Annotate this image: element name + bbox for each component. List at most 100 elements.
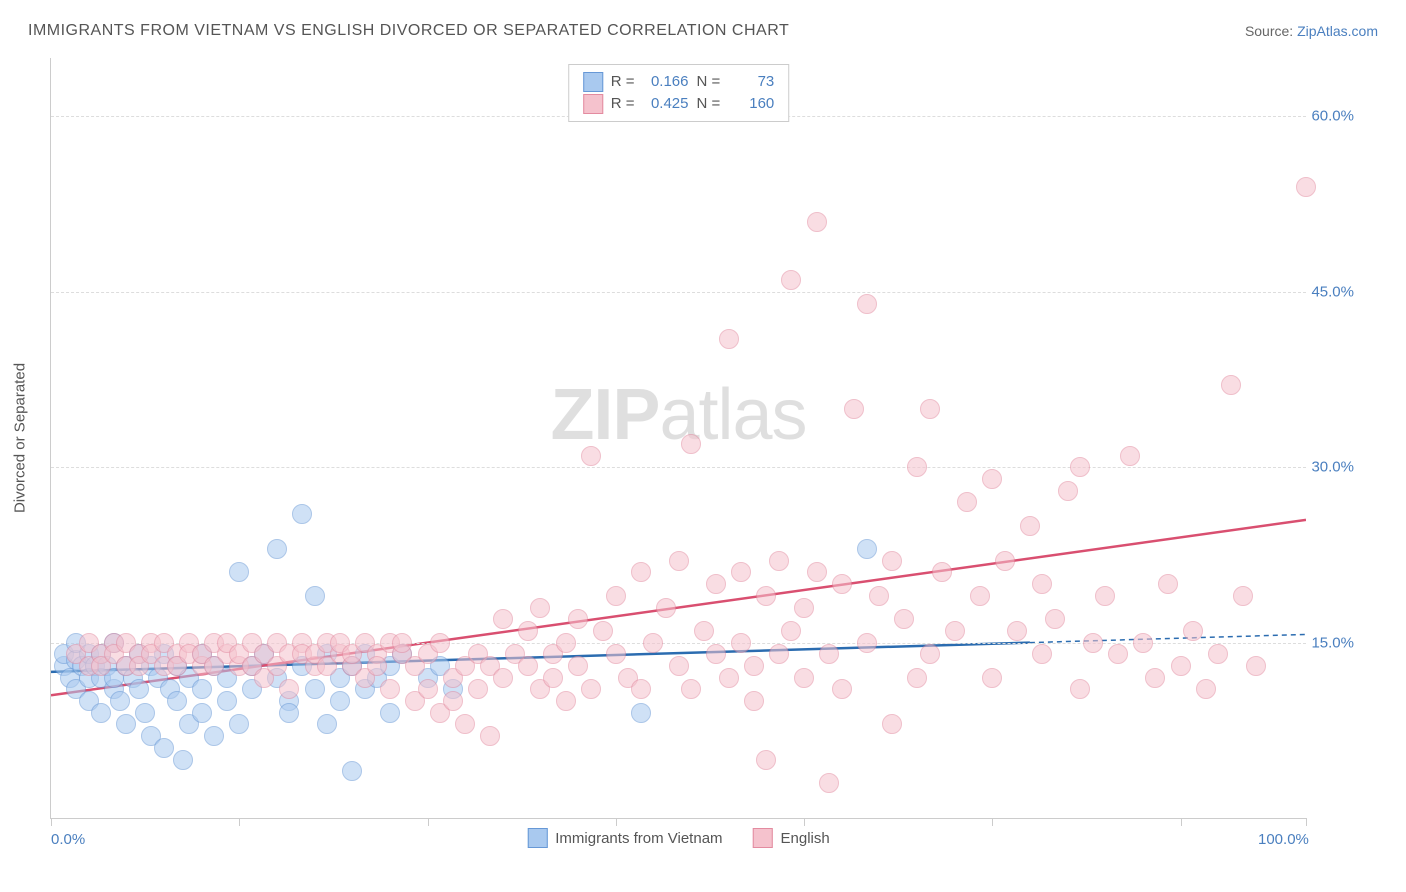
chart-title: IMMIGRANTS FROM VIETNAM VS ENGLISH DIVOR…	[28, 22, 789, 40]
data-point-english	[430, 633, 450, 653]
data-point-vietnam	[192, 679, 212, 699]
swatch-english	[583, 94, 603, 114]
x-tick-label: 0.0%	[51, 831, 85, 848]
y-tick-label: 30.0%	[1311, 459, 1354, 476]
data-point-english	[907, 668, 927, 688]
y-axis-label: Divorced or Separated	[12, 363, 29, 513]
data-point-english	[781, 270, 801, 290]
data-point-english	[493, 609, 513, 629]
stats-row-vietnam: R = 0.166 N = 73	[583, 71, 775, 93]
data-point-vietnam	[292, 504, 312, 524]
data-point-english	[857, 294, 877, 314]
data-point-english	[857, 633, 877, 653]
data-point-english	[1158, 574, 1178, 594]
data-point-english	[1058, 481, 1078, 501]
grid-line	[51, 292, 1306, 293]
data-point-vietnam	[330, 691, 350, 711]
y-tick-label: 15.0%	[1311, 634, 1354, 651]
data-point-english	[681, 434, 701, 454]
data-point-vietnam	[229, 714, 249, 734]
trend-lines	[51, 58, 1306, 818]
data-point-english	[1233, 586, 1253, 606]
y-tick-label: 60.0%	[1311, 108, 1354, 125]
data-point-english	[869, 586, 889, 606]
data-point-english	[367, 656, 387, 676]
data-point-english	[392, 633, 412, 653]
data-point-english	[794, 668, 814, 688]
stats-legend: R = 0.166 N = 73 R = 0.425 N = 160	[568, 64, 790, 122]
data-point-english	[593, 621, 613, 641]
data-point-english	[970, 586, 990, 606]
data-point-vietnam	[229, 562, 249, 582]
data-point-english	[1083, 633, 1103, 653]
x-tick-label: 100.0%	[1258, 831, 1309, 848]
data-point-english	[882, 714, 902, 734]
data-point-english	[1246, 656, 1266, 676]
x-tick	[992, 818, 993, 826]
data-point-english	[819, 773, 839, 793]
data-point-english	[681, 679, 701, 699]
data-point-vietnam	[154, 738, 174, 758]
data-point-english	[568, 609, 588, 629]
data-point-english	[920, 399, 940, 419]
x-tick	[804, 818, 805, 826]
grid-line	[51, 467, 1306, 468]
data-point-english	[756, 750, 776, 770]
data-point-english	[493, 668, 513, 688]
data-point-english	[807, 562, 827, 582]
data-point-english	[1120, 446, 1140, 466]
data-point-english	[945, 621, 965, 641]
data-point-english	[631, 679, 651, 699]
data-point-english	[279, 679, 299, 699]
legend-item-vietnam: Immigrants from Vietnam	[527, 828, 722, 848]
data-point-vietnam	[380, 703, 400, 723]
plot-area: ZIPatlas R = 0.166 N = 73 R = 0.425 N = …	[50, 58, 1306, 819]
source-credit: Source: ZipAtlas.com	[1245, 23, 1378, 39]
data-point-english	[706, 574, 726, 594]
x-tick	[239, 818, 240, 826]
data-point-english	[1183, 621, 1203, 641]
data-point-english	[1133, 633, 1153, 653]
data-point-english	[1145, 668, 1165, 688]
data-point-english	[819, 644, 839, 664]
data-point-english	[606, 644, 626, 664]
data-point-english	[1196, 679, 1216, 699]
data-point-english	[1095, 586, 1115, 606]
swatch-vietnam	[583, 72, 603, 92]
data-point-english	[794, 598, 814, 618]
data-point-english	[1108, 644, 1128, 664]
data-point-english	[581, 446, 601, 466]
data-point-vietnam	[217, 691, 237, 711]
data-point-vietnam	[342, 761, 362, 781]
data-point-english	[669, 656, 689, 676]
data-point-english	[744, 691, 764, 711]
data-point-english	[1221, 375, 1241, 395]
data-point-english	[581, 679, 601, 699]
data-point-english	[756, 586, 776, 606]
x-tick	[51, 818, 52, 826]
data-point-vietnam	[204, 726, 224, 746]
data-point-english	[744, 656, 764, 676]
chart-container: Divorced or Separated ZIPatlas R = 0.166…	[50, 58, 1354, 818]
data-point-vietnam	[167, 691, 187, 711]
data-point-english	[518, 621, 538, 641]
data-point-vietnam	[129, 679, 149, 699]
x-tick	[1181, 818, 1182, 826]
data-point-english	[1045, 609, 1065, 629]
data-point-vietnam	[91, 703, 111, 723]
data-point-vietnam	[192, 703, 212, 723]
data-point-english	[643, 633, 663, 653]
data-point-vietnam	[305, 586, 325, 606]
data-point-english	[1070, 457, 1090, 477]
legend-item-english: English	[753, 828, 830, 848]
data-point-english	[932, 562, 952, 582]
y-tick-label: 45.0%	[1311, 283, 1354, 300]
data-point-vietnam	[173, 750, 193, 770]
data-point-english	[1020, 516, 1040, 536]
data-point-english	[1296, 177, 1316, 197]
source-link[interactable]: ZipAtlas.com	[1297, 23, 1378, 39]
data-point-english	[530, 598, 550, 618]
data-point-english	[656, 598, 676, 618]
data-point-vietnam	[116, 714, 136, 734]
data-point-english	[844, 399, 864, 419]
